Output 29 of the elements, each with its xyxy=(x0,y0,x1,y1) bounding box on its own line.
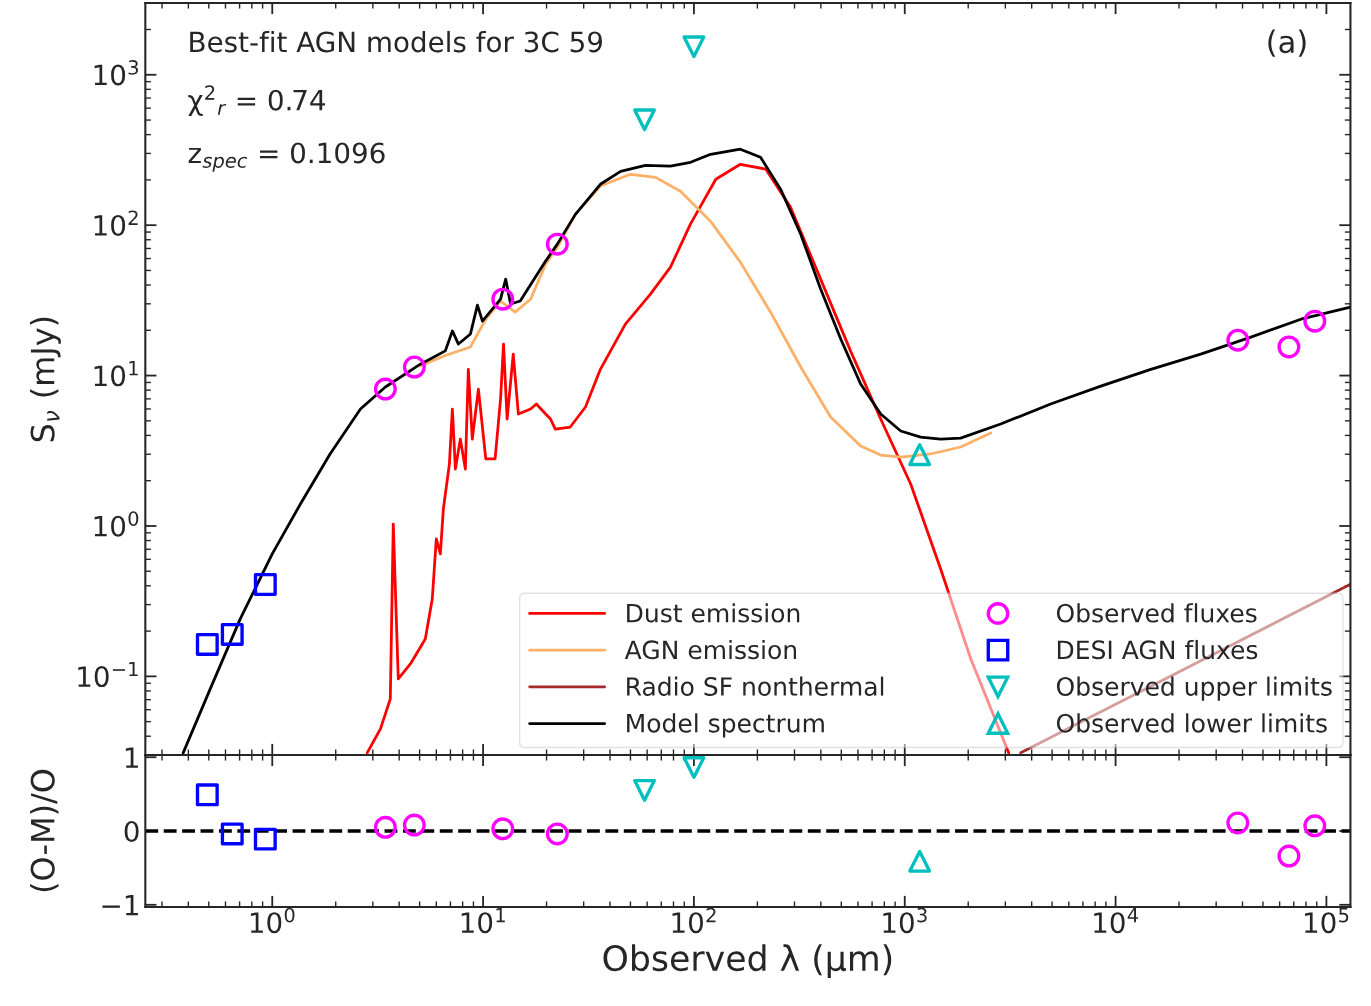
x-tick-label: 10$^{3}$ xyxy=(883,907,927,934)
x-tick-label: 10$^{4}$ xyxy=(1094,907,1139,934)
y-tick-label: 10$^{0}$ xyxy=(94,511,139,537)
legend-label: Observed fluxes xyxy=(1056,603,1257,623)
x-tick-label: 10$^{1}$ xyxy=(461,907,505,934)
annotation: χ$^{2}$$_{r}$ = 0.74 xyxy=(188,85,326,117)
y-tick-label: 10$^{2}$ xyxy=(94,210,138,236)
legend-label: Model spectrum xyxy=(627,713,824,738)
y-axis-title: S$_{ν}$ (mJy) xyxy=(29,317,61,442)
x-tick-label: 10$^{2}$ xyxy=(672,907,716,934)
x-tick-label: 10$^{5}$ xyxy=(1305,907,1349,934)
y-axis-title: (O-M)/O xyxy=(30,769,59,892)
y-tick-label: −1 xyxy=(102,895,138,916)
annotation: z$_{spec}$ = 0.1096 xyxy=(188,142,385,172)
x-tick-label: 10$^{0}$ xyxy=(250,907,295,934)
y-tick-label: 1 xyxy=(125,747,138,768)
y-tick-label: 10$^{−1}$ xyxy=(78,661,138,688)
y-tick-label: 0 xyxy=(124,820,139,842)
x-axis-title: Observed λ (μm) xyxy=(603,944,892,978)
legend-label: Observed upper limits xyxy=(1056,676,1332,701)
legend-label: Radio SF nonthermal xyxy=(627,676,884,696)
legend-label: Dust emission xyxy=(627,603,800,623)
legend-label: Observed lower limits xyxy=(1056,713,1327,733)
y-tick-label: 10$^{3}$ xyxy=(94,60,138,86)
annotation: Best-fit AGN models for 3C 59 xyxy=(190,30,603,53)
legend-label: DESI AGN fluxes xyxy=(1057,639,1258,660)
annotation: (a) xyxy=(1268,29,1306,57)
y-tick-label: 10$^{1}$ xyxy=(94,361,138,387)
legend-label: AGN emission xyxy=(624,639,797,660)
